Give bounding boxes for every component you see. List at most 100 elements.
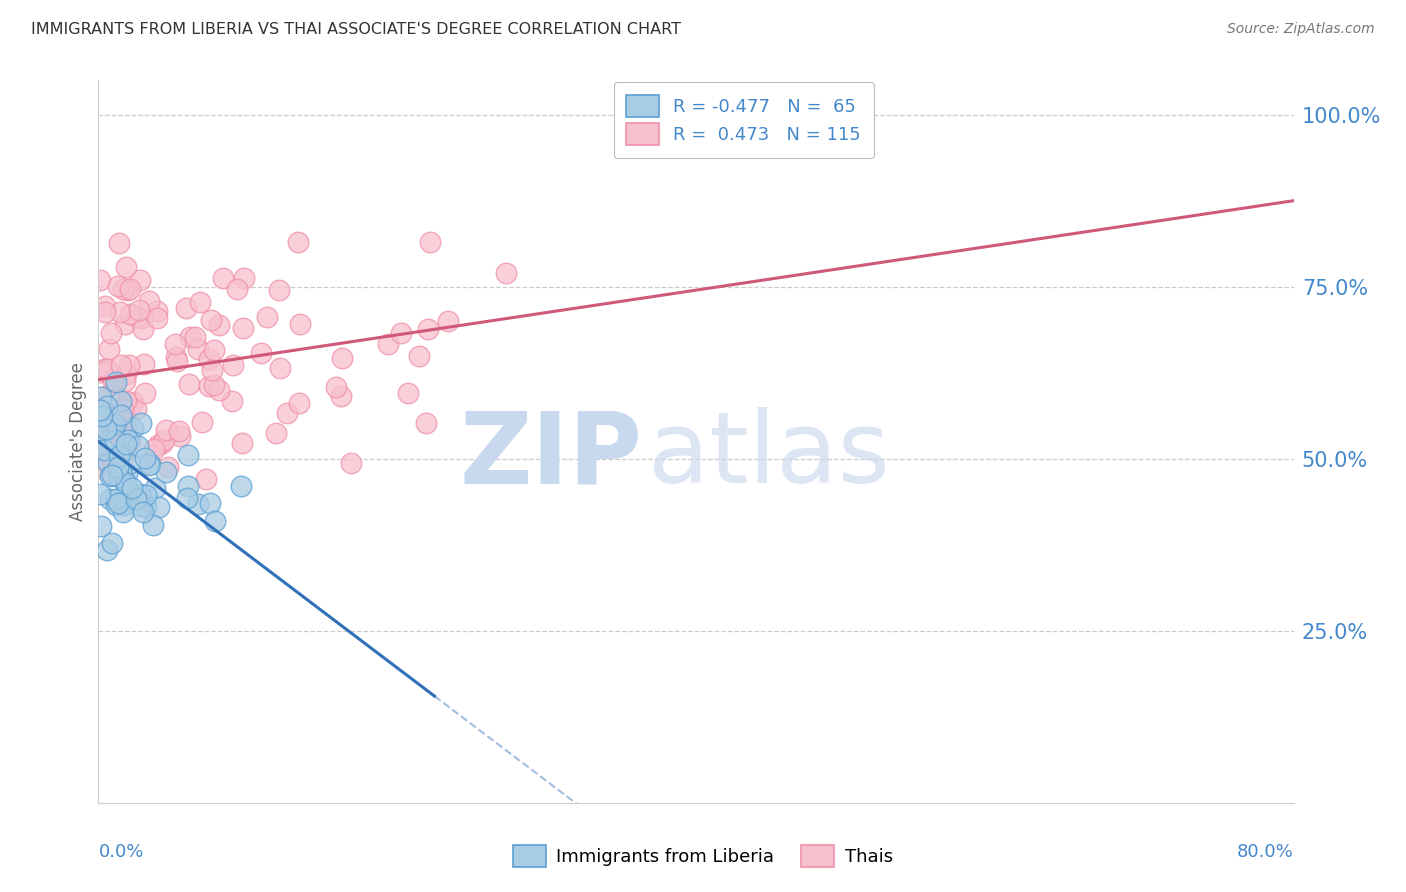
Point (94, 305, 117, 319)
Point (90, 391, 112, 405)
Point (177, 377, 200, 392)
Point (179, 330, 201, 344)
Point (96, 543, 118, 558)
Point (110, 465, 132, 479)
Point (187, 342, 209, 356)
Point (108, 470, 131, 484)
Point (174, 301, 197, 315)
Point (101, 458, 124, 472)
Point (138, 458, 160, 473)
Point (90, 518, 112, 533)
Point (169, 428, 191, 442)
Point (134, 451, 156, 466)
Point (114, 367, 136, 381)
Point (93, 443, 115, 458)
Point (276, 407, 298, 421)
Point (389, 326, 412, 341)
Point (108, 449, 131, 463)
Point (153, 434, 176, 448)
Point (101, 424, 124, 438)
Point (89, 451, 111, 466)
Point (226, 282, 249, 296)
Point (143, 481, 166, 495)
Point (94, 364, 117, 378)
Point (190, 295, 212, 310)
Point (114, 413, 136, 427)
Point (143, 442, 166, 456)
Point (198, 351, 221, 366)
Point (138, 293, 160, 308)
Point (120, 456, 142, 470)
Point (155, 465, 177, 479)
Point (233, 271, 256, 285)
Point (94, 463, 117, 477)
Point (100, 469, 122, 483)
Point (204, 514, 226, 528)
Point (107, 278, 129, 293)
Point (131, 321, 153, 335)
Point (112, 497, 135, 511)
Point (120, 282, 142, 296)
Point (325, 380, 347, 394)
Point (118, 307, 141, 321)
Point (146, 310, 169, 325)
Point (132, 505, 155, 519)
Text: 0.0%: 0.0% (98, 843, 143, 861)
Point (115, 483, 138, 498)
Point (96, 399, 118, 413)
Point (340, 456, 363, 470)
Point (194, 472, 217, 486)
Point (112, 282, 135, 296)
Point (101, 536, 124, 550)
Point (408, 349, 430, 363)
Point (139, 457, 162, 471)
Point (94, 422, 117, 436)
Point (200, 312, 222, 326)
Point (415, 416, 437, 430)
Point (115, 283, 138, 297)
Point (103, 374, 125, 388)
Point (114, 260, 136, 275)
Point (101, 468, 124, 483)
Point (100, 326, 122, 340)
Point (198, 378, 221, 392)
Point (98, 343, 121, 357)
Point (416, 322, 439, 336)
Point (121, 481, 143, 495)
Text: ZIP: ZIP (460, 408, 643, 505)
Text: IMMIGRANTS FROM LIBERIA VS THAI ASSOCIATE'S DEGREE CORRELATION CHART: IMMIGRANTS FROM LIBERIA VS THAI ASSOCIAT… (31, 22, 681, 37)
Point (89, 425, 111, 440)
Point (131, 311, 153, 326)
Point (288, 396, 311, 410)
Point (117, 466, 139, 480)
Point (98, 409, 121, 423)
Point (108, 466, 131, 480)
Point (201, 363, 224, 377)
Point (127, 438, 149, 452)
Point (208, 384, 231, 398)
Point (396, 385, 419, 400)
Point (184, 329, 207, 343)
Point (166, 354, 188, 368)
Point (108, 235, 131, 250)
Point (211, 271, 233, 285)
Point (98, 492, 121, 507)
Point (114, 317, 136, 331)
Point (115, 417, 138, 431)
Point (101, 391, 124, 405)
Point (288, 317, 311, 331)
Point (104, 433, 127, 447)
Point (121, 421, 143, 435)
Point (117, 433, 139, 447)
Point (222, 358, 245, 372)
Point (91, 409, 114, 423)
Point (128, 486, 150, 500)
Point (250, 346, 273, 360)
Point (111, 402, 134, 417)
Point (156, 459, 179, 474)
Legend: R = -0.477   N =  65, R =  0.473   N = 115: R = -0.477 N = 65, R = 0.473 N = 115 (614, 82, 873, 158)
Point (100, 418, 122, 433)
Point (110, 358, 132, 372)
Point (287, 235, 309, 249)
Point (187, 497, 209, 511)
